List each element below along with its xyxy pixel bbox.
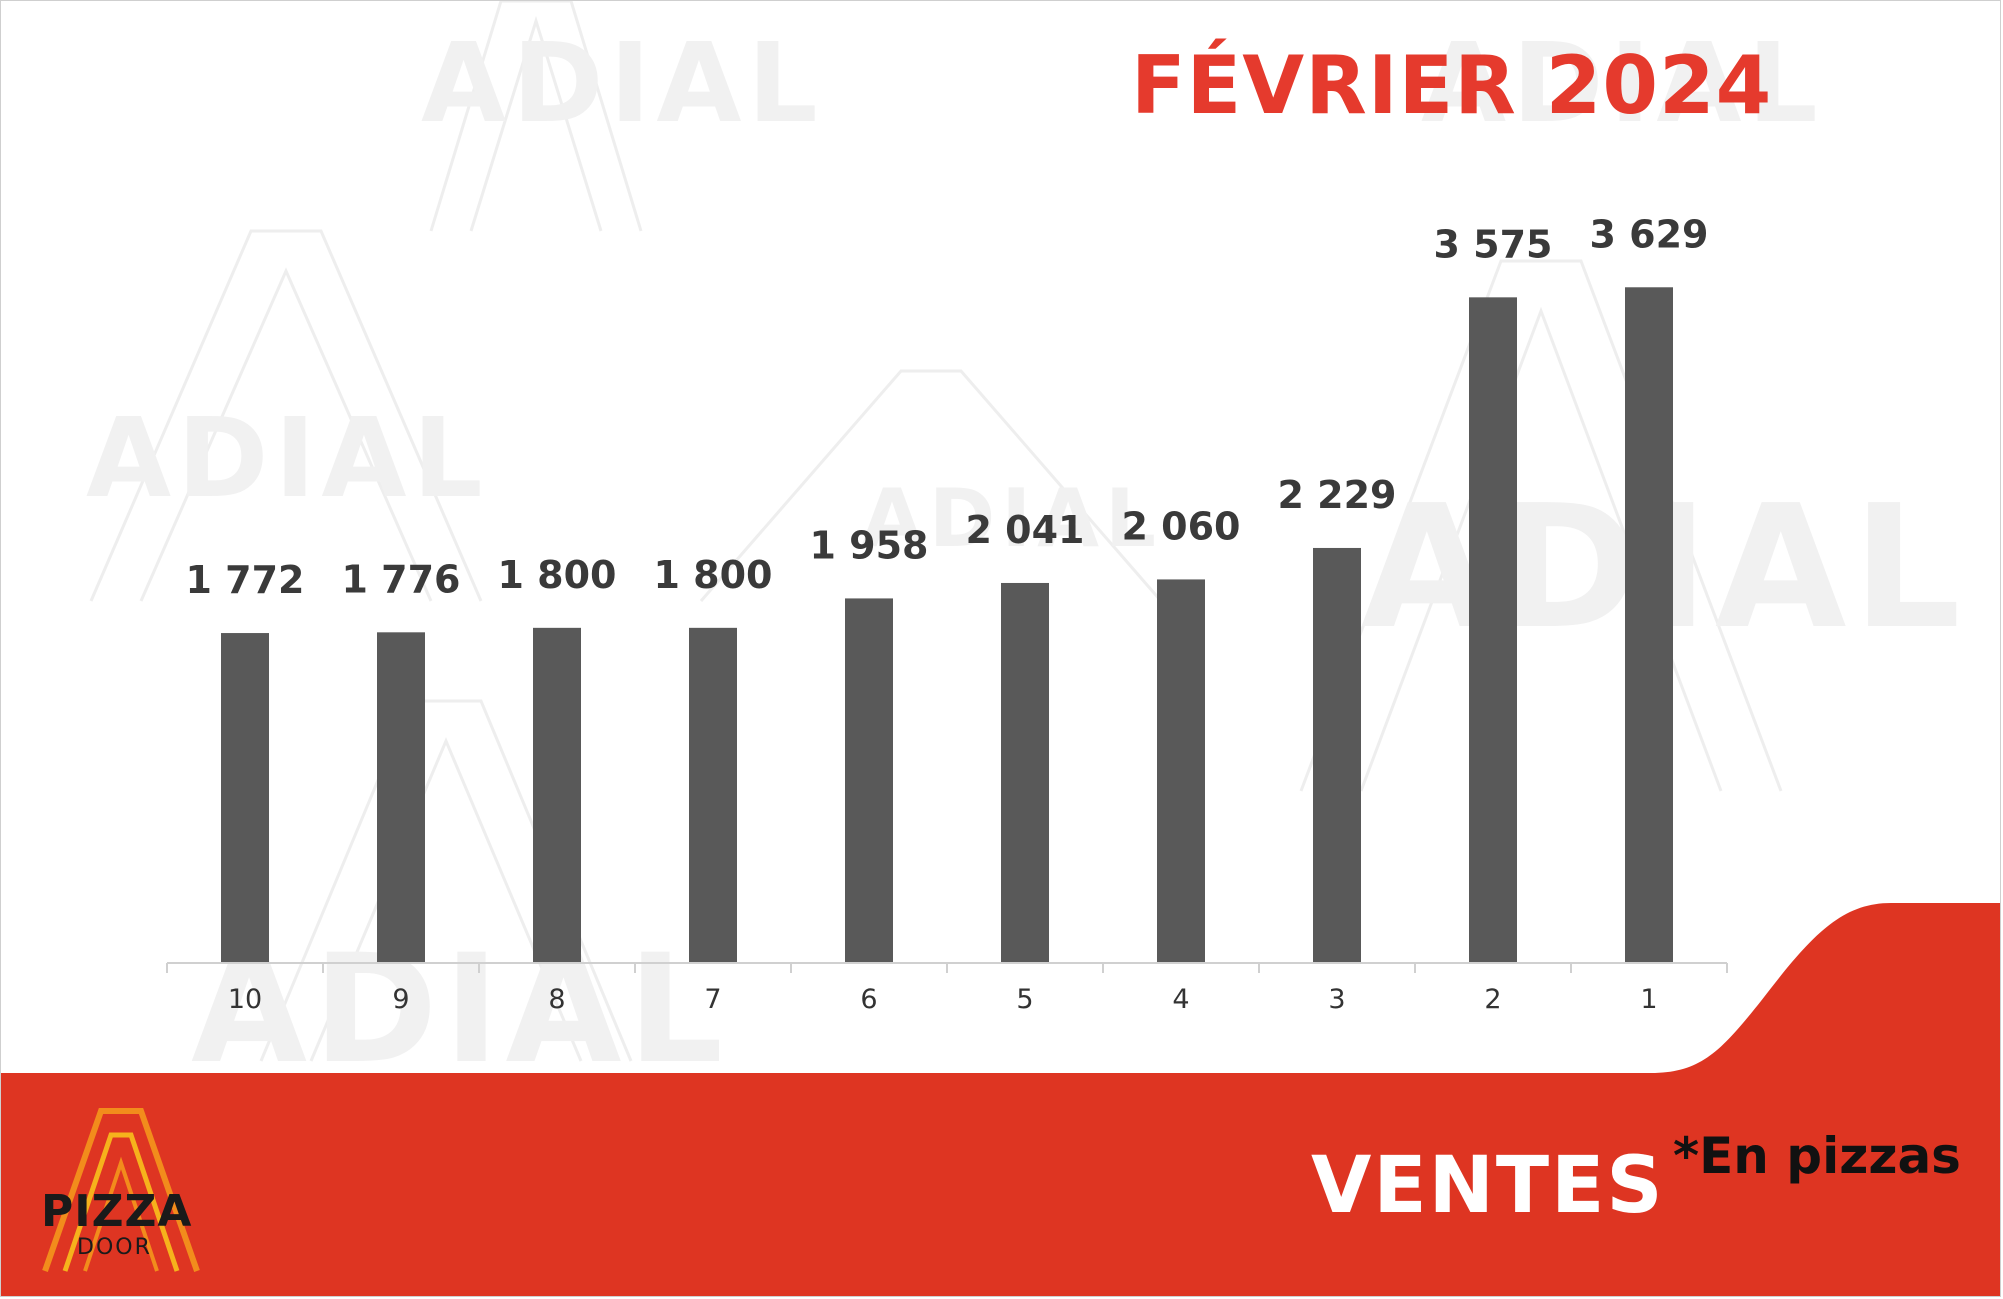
- x-tick-label: 9: [392, 984, 409, 1015]
- data-label: 1 772: [186, 558, 305, 602]
- x-tick-label: 7: [704, 984, 721, 1015]
- data-label: 2 229: [1278, 473, 1397, 517]
- bar: [1157, 579, 1205, 963]
- bar: [689, 627, 737, 963]
- x-tick-label: 6: [860, 984, 877, 1015]
- x-tick-label: 2: [1484, 984, 1501, 1015]
- pizza-door-logo-icon: [42, 1108, 200, 1272]
- data-label: 1 958: [810, 523, 929, 567]
- data-label: 2 041: [966, 508, 1085, 552]
- bar: [845, 598, 893, 963]
- data-label: 1 800: [498, 553, 617, 597]
- bar: [1625, 287, 1673, 963]
- bar: [1469, 297, 1517, 964]
- bar: [377, 632, 425, 963]
- data-label: 3 575: [1434, 222, 1553, 266]
- bar: [533, 627, 581, 963]
- x-tick-label: 3: [1328, 984, 1345, 1015]
- footer-label: VENTES: [1311, 1141, 1665, 1231]
- data-label: 1 800: [654, 553, 773, 597]
- x-tick-label: 8: [548, 984, 565, 1015]
- bar: [1313, 547, 1361, 963]
- x-tick-label: 10: [228, 984, 262, 1015]
- data-label: 1 776: [342, 557, 461, 601]
- logo-subtitle: DOOR: [77, 1235, 152, 1260]
- x-tick-label: 5: [1016, 984, 1033, 1015]
- chart-title: FÉVRIER 2024: [1131, 39, 1773, 132]
- bar: [1001, 582, 1049, 963]
- x-tick-label: 4: [1172, 984, 1189, 1015]
- data-label: 2 060: [1122, 504, 1241, 548]
- bar: [221, 633, 269, 963]
- logo-wordmark: PIZZA: [41, 1186, 193, 1237]
- x-tick-label: 1: [1640, 984, 1657, 1015]
- data-label: 3 629: [1590, 212, 1709, 256]
- unit-note: *En pizzas: [1673, 1127, 1961, 1185]
